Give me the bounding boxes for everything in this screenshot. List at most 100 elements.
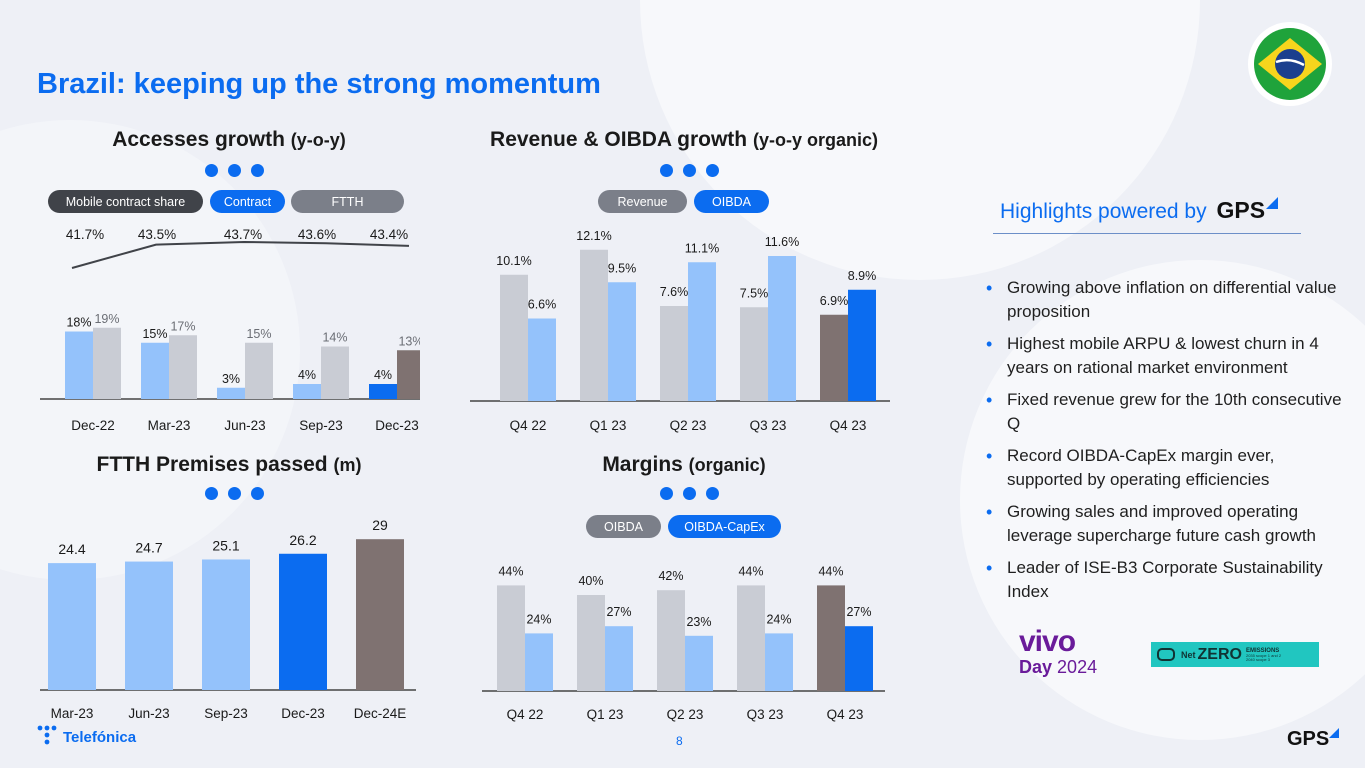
accesses-chart: 18%15%3%4%4%19%17%15%14%13%Dec-22Mar-23J…: [40, 227, 420, 433]
highlights-divider: [993, 233, 1301, 234]
vivo-day-logo: vivo Day 2024: [1019, 625, 1098, 677]
margins-oibda-bar: [817, 585, 845, 691]
highlight-item: Growing above inflation on differential …: [986, 276, 1351, 324]
accesses-contract-bar: [293, 384, 321, 399]
margins-oibda-capex-label: 24%: [526, 612, 551, 626]
ftth-bar: [279, 553, 327, 690]
margins-oibda-capex-bar: [525, 633, 553, 691]
accesses-ftth-label: 13%: [398, 334, 420, 348]
mobile-contract-share-label: 43.7%: [224, 227, 262, 242]
telefonica-dots-icon: [37, 725, 57, 745]
accesses-contract-bar: [65, 331, 93, 399]
ftth-bar: [202, 559, 250, 690]
legend-oibda: OIBDA: [694, 190, 769, 213]
highlights-title: Highlights powered by GPS: [1000, 197, 1279, 224]
margins-oibda-label: 44%: [818, 564, 843, 578]
oibda-bar: [768, 256, 796, 401]
margins-oibda-capex-bar: [845, 626, 873, 691]
accesses-contract-bar: [217, 387, 245, 399]
highlight-item: Record OIBDA-CapEx margin ever, supporte…: [986, 444, 1351, 492]
revenue-dots: [660, 164, 719, 177]
ftth-label: 29: [372, 517, 388, 533]
margins-oibda-capex-label: 24%: [766, 612, 791, 626]
ftth-bar: [125, 561, 173, 690]
revenue-bar: [580, 249, 608, 401]
margins-oibda-capex-bar: [605, 626, 633, 691]
legend-mobile-contract-share: Mobile contract share: [48, 190, 203, 213]
legend-contract: Contract: [210, 190, 285, 213]
accesses-ftth-bar: [397, 350, 420, 399]
margins-x-tick: Q2 23: [667, 707, 704, 722]
accesses-ftth-label: 17%: [170, 319, 195, 333]
revenue-x-tick: Q4 23: [830, 418, 867, 433]
ftth-label: 24.7: [135, 540, 162, 556]
oibda-label: 6.6%: [528, 298, 557, 312]
margins-oibda-capex-label: 27%: [846, 605, 871, 619]
revenue-bar: [740, 307, 768, 401]
legend-margins-oibda: OIBDA: [586, 515, 661, 538]
highlights-list: Growing above inflation on differential …: [986, 276, 1351, 612]
mobile-contract-share-label: 43.6%: [298, 227, 336, 242]
ftth-label: 26.2: [289, 532, 316, 548]
highlight-item: Leader of ISE-B3 Corporate Sustainabilit…: [986, 556, 1351, 604]
ftth-chart: 24.4 24.7 25.1 26.2 29 Mar-23 Jun-23 Sep-23 Dec-…: [40, 517, 416, 721]
margins-oibda-bar: [577, 595, 605, 691]
ftth-bar: [48, 563, 96, 690]
margins-chart-title: Margins (organic): [602, 453, 766, 476]
margins-oibda-label: 44%: [498, 564, 523, 578]
margins-oibda-label: 40%: [578, 574, 603, 588]
revenue-label: 7.5%: [740, 286, 769, 300]
telefonica-logo: Telefónica: [37, 725, 136, 749]
accesses-chart-title: Accesses growth (y-o-y): [112, 128, 346, 151]
mobile-contract-share-label: 43.5%: [138, 227, 176, 242]
margins-oibda-bar: [737, 585, 765, 691]
accesses-contract-bar: [369, 384, 397, 399]
revenue-label: 10.1%: [496, 254, 531, 268]
page-title: Brazil: keeping up the strong momentum: [37, 68, 601, 100]
brazil-flag-icon: [1240, 18, 1340, 115]
revenue-x-tick: Q4 22: [510, 418, 547, 433]
accesses-x-tick: Dec-23: [375, 418, 419, 433]
accesses-ftth-label: 19%: [94, 312, 119, 326]
accesses-ftth-bar: [321, 346, 349, 399]
revenue-chart: 10.1% 12.1% 7.6% 7.5% 6.9% 6.6% 9.5% 11.1% 11.6%…: [470, 229, 890, 433]
ftth-label: 24.4: [58, 541, 85, 557]
gps-arrow-icon: [1329, 728, 1340, 738]
margins-x-tick: Q3 23: [747, 707, 784, 722]
margins-oibda-bar: [497, 585, 525, 691]
revenue-label: 7.6%: [660, 285, 689, 299]
ftth-chart-title: FTTH Premises passed (m): [96, 453, 362, 476]
mobile-contract-share-line: [71, 240, 410, 269]
margins-oibda-label: 44%: [738, 564, 763, 578]
mobile-contract-share-label: 43.4%: [370, 227, 408, 242]
accesses-ftth-label: 14%: [322, 331, 347, 345]
gps-logo: GPS: [1287, 728, 1340, 751]
margins-oibda-bar: [657, 590, 685, 691]
accesses-ftth-label: 15%: [246, 327, 271, 341]
oibda-bar: [528, 318, 556, 401]
legend-ftth: FTTH: [291, 190, 404, 213]
gps-logo-inline: GPS: [1216, 197, 1266, 223]
oibda-bar: [848, 289, 876, 401]
highlight-item: Growing sales and improved operating lev…: [986, 500, 1351, 548]
ftth-x-tick: Dec-23: [281, 706, 325, 721]
revenue-bar: [820, 314, 848, 401]
accesses-ftth-bar: [245, 342, 273, 399]
oibda-bar: [688, 262, 716, 401]
margins-dots: [660, 487, 719, 500]
revenue-bar: [500, 274, 528, 401]
accesses-contract-bar: [141, 342, 169, 399]
revenue-x-tick: Q1 23: [590, 418, 627, 433]
accesses-contract-label: 18%: [66, 316, 91, 330]
oibda-label: 8.9%: [848, 269, 877, 283]
accesses-contract-label: 3%: [222, 372, 240, 386]
margins-x-tick: Q1 23: [587, 707, 624, 722]
highlight-item: Highest mobile ARPU & lowest churn in 4 …: [986, 332, 1351, 380]
highlight-item: Fixed revenue grew for the 10th consecut…: [986, 388, 1351, 436]
gps-arrow-icon: [1266, 197, 1279, 209]
oibda-label: 11.6%: [765, 235, 800, 249]
legend-revenue: Revenue: [598, 190, 687, 213]
margins-oibda-capex-bar: [765, 633, 793, 691]
margins-x-tick: Q4 23: [827, 707, 864, 722]
margins-chart: 44% 40% 42% 44% 44% 24% 27% 23% 24% 27% Q4 22 Q1 23…: [482, 564, 885, 722]
